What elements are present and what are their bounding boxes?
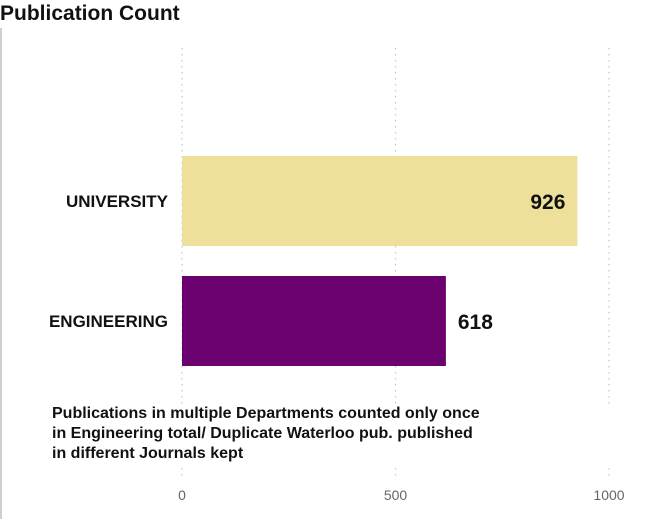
footnote-line-3: in different Journals kept bbox=[52, 445, 244, 462]
x-tick-label-1: 500 bbox=[384, 487, 408, 503]
panel-left-border bbox=[0, 28, 2, 519]
chart-footnote: Publications in multiple Departments cou… bbox=[52, 404, 612, 464]
x-tick-label-0: 0 bbox=[178, 487, 186, 503]
data-label-university: 926 bbox=[530, 191, 565, 214]
footnote-line-1: Publications in multiple Departments cou… bbox=[52, 405, 480, 422]
footnote-line-2: in Engineering total/ Duplicate Waterloo… bbox=[52, 425, 473, 442]
chart-title: Publication Count bbox=[0, 2, 180, 25]
category-label-engineering: ENGINEERING bbox=[49, 312, 168, 331]
x-tick-label-2: 1000 bbox=[593, 487, 624, 503]
category-label-university: UNIVERSITY bbox=[66, 192, 169, 211]
data-label-engineering: 618 bbox=[458, 311, 493, 334]
bar-university bbox=[182, 156, 578, 246]
bar-engineering bbox=[182, 276, 446, 366]
